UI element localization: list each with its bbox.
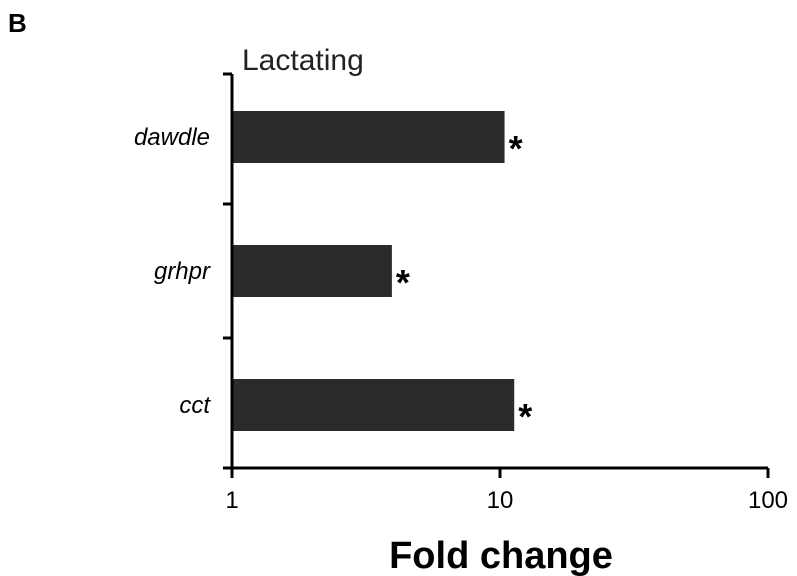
bar-cct: [232, 379, 515, 431]
significance-marker: *: [509, 128, 523, 169]
significance-marker: *: [396, 262, 410, 303]
chart-title: Lactating: [242, 44, 364, 77]
panel-label: B: [8, 8, 27, 38]
x-tick-label: 10: [487, 487, 514, 514]
bar-dawdle: [232, 111, 505, 163]
significance-markers: * * *: [396, 128, 532, 437]
axes: 1 10 100: [223, 72, 788, 514]
significance-marker: *: [518, 396, 532, 437]
category-label-dawdle: dawdle: [134, 124, 210, 151]
category-label-cct: cct: [179, 392, 211, 419]
category-labels: dawdle grhpr cct: [134, 124, 211, 419]
bars-group: [232, 111, 515, 431]
x-axis-ticks: 1 10 100: [225, 468, 788, 514]
x-tick-label: 1: [225, 487, 238, 514]
bar-grhpr: [232, 245, 392, 297]
x-tick-label: 100: [748, 487, 788, 514]
x-axis-label: Fold change: [389, 535, 613, 576]
category-label-grhpr: grhpr: [154, 258, 211, 285]
